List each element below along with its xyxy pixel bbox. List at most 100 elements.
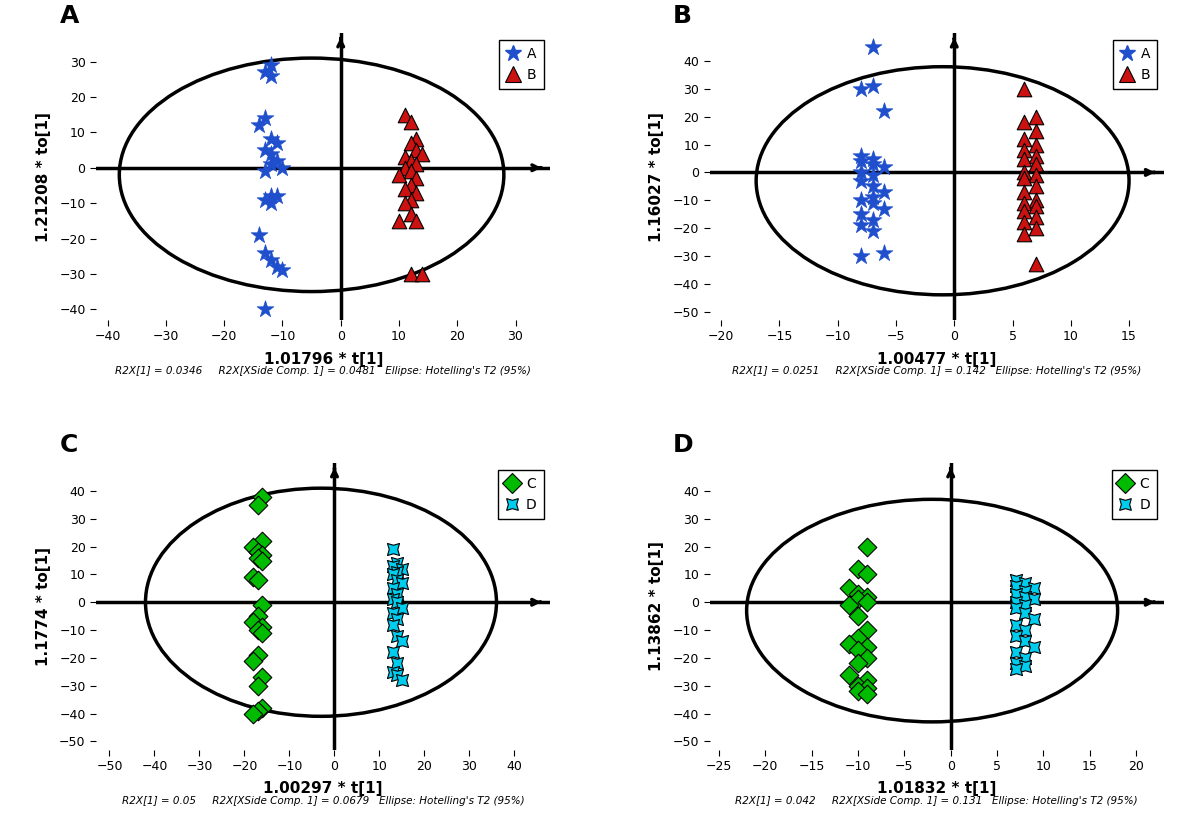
Legend: C, D: C, D: [498, 470, 544, 519]
Point: [253, 554, 272, 567]
Point: [1025, 593, 1044, 606]
Point: [395, 197, 414, 210]
Point: [389, 168, 408, 182]
Point: [1015, 576, 1034, 590]
Point: [383, 665, 402, 678]
Point: [413, 267, 432, 281]
Point: [383, 606, 402, 620]
Point: [1006, 629, 1025, 642]
Point: [392, 562, 412, 576]
Point: [852, 218, 871, 232]
Point: [1014, 166, 1033, 179]
Point: [248, 546, 268, 559]
Point: [848, 610, 868, 623]
Point: [1006, 573, 1025, 586]
Point: [383, 593, 402, 606]
Point: [848, 587, 868, 601]
Point: [395, 182, 414, 196]
Point: [253, 621, 272, 634]
Point: [863, 152, 882, 165]
Point: [1014, 185, 1033, 198]
Point: [272, 161, 292, 174]
Point: [863, 79, 882, 92]
Point: [1014, 197, 1033, 210]
Point: [401, 193, 420, 207]
Point: [858, 596, 877, 609]
Point: [1014, 82, 1033, 96]
Point: [262, 69, 281, 82]
Point: [250, 228, 269, 242]
Point: [401, 267, 420, 281]
Point: [383, 568, 402, 581]
Point: [1026, 157, 1045, 171]
Point: [395, 108, 414, 122]
Point: [1026, 193, 1045, 207]
Point: [852, 155, 871, 168]
Point: [392, 601, 412, 615]
Point: [1026, 168, 1045, 182]
Point: [388, 573, 407, 586]
Point: [1015, 585, 1034, 598]
Point: [863, 197, 882, 210]
Point: [389, 214, 408, 227]
Point: [1015, 623, 1034, 636]
Point: [858, 590, 877, 603]
X-axis label: 1.01832 * t[1]: 1.01832 * t[1]: [877, 781, 996, 796]
Text: R2X[1] = 0.0251     R2X[XSide Comp. 1] = 0.142   Ellipse: Hotelling's T2 (95%): R2X[1] = 0.0251 R2X[XSide Comp. 1] = 0.1…: [732, 366, 1141, 376]
Point: [388, 587, 407, 601]
Point: [848, 656, 868, 670]
Y-axis label: 1.13862 * to[1]: 1.13862 * to[1]: [649, 541, 665, 671]
Point: [256, 193, 275, 207]
Point: [413, 147, 432, 160]
Point: [248, 498, 268, 511]
Point: [388, 556, 407, 570]
Point: [839, 598, 858, 611]
Point: [848, 562, 868, 576]
Point: [248, 623, 268, 636]
Text: R2X[1] = 0.0346     R2X[XSide Comp. 1] = 0.0481   Ellipse: Hotelling's T2 (95%): R2X[1] = 0.0346 R2X[XSide Comp. 1] = 0.0…: [115, 366, 532, 376]
Legend: A, B: A, B: [1112, 40, 1157, 89]
Y-axis label: 1.16027 * to[1]: 1.16027 * to[1]: [649, 112, 665, 242]
Point: [848, 593, 868, 606]
Point: [248, 610, 268, 623]
Point: [388, 596, 407, 609]
Point: [256, 143, 275, 157]
Point: [401, 137, 420, 150]
Point: [401, 165, 420, 178]
Point: [839, 637, 858, 651]
Point: [852, 166, 871, 179]
Point: [256, 112, 275, 125]
Point: [1006, 646, 1025, 659]
Point: [248, 648, 268, 661]
Point: [383, 543, 402, 556]
Point: [863, 180, 882, 193]
Point: [244, 707, 263, 721]
Point: [1026, 180, 1045, 193]
Point: [852, 193, 871, 207]
Point: [863, 157, 882, 171]
Point: [401, 115, 420, 128]
Point: [848, 643, 868, 656]
Point: [407, 214, 426, 227]
Point: [388, 656, 407, 670]
Text: R2X[1] = 0.042     R2X[XSide Comp. 1] = 0.131   Ellipse: Hotelling's T2 (95%): R2X[1] = 0.042 R2X[XSide Comp. 1] = 0.13…: [736, 796, 1138, 806]
Point: [848, 685, 868, 698]
Legend: A, B: A, B: [499, 40, 544, 89]
Point: [1006, 618, 1025, 631]
Point: [401, 179, 420, 192]
Point: [392, 635, 412, 648]
Point: [863, 191, 882, 204]
Point: [253, 701, 272, 715]
Point: [858, 568, 877, 581]
Point: [858, 682, 877, 696]
Text: A: A: [60, 3, 79, 27]
Point: [863, 224, 882, 237]
Point: [253, 535, 272, 548]
Point: [1026, 124, 1045, 137]
Point: [262, 197, 281, 210]
Point: [262, 253, 281, 267]
Point: [395, 161, 414, 174]
Point: [253, 490, 272, 503]
Point: [1014, 172, 1033, 185]
Point: [1014, 205, 1033, 218]
